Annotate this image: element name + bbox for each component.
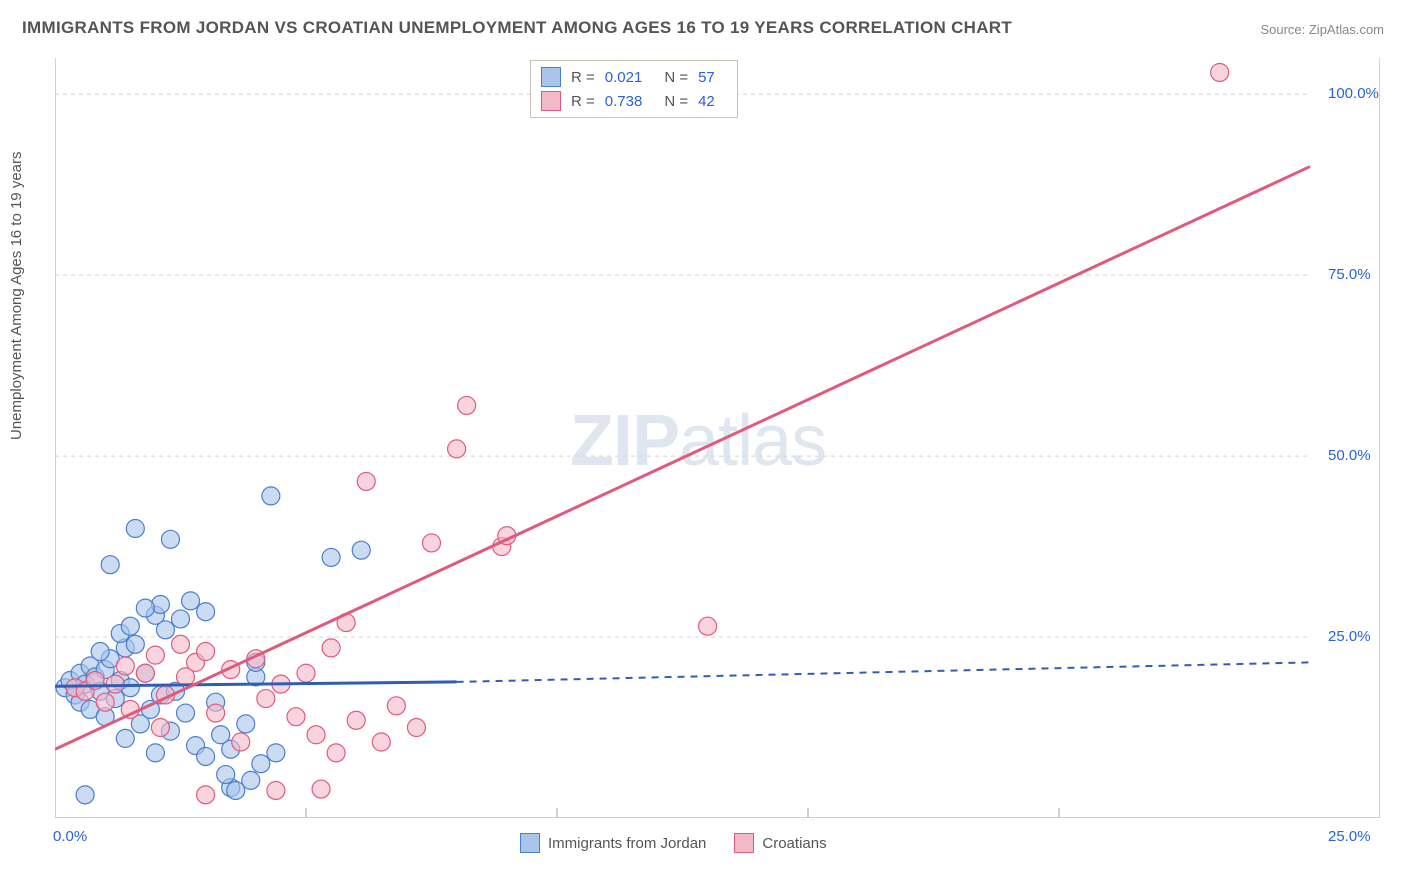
legend-series-name: Immigrants from Jordan [548,835,706,852]
legend-swatch [541,67,561,87]
r-value: 0.021 [605,69,643,86]
x-tick-label: 0.0% [53,828,87,845]
legend-series-name: Croatians [762,835,826,852]
legend-swatch [734,833,754,853]
n-label: N = [664,69,688,86]
n-value: 42 [698,93,715,110]
legend-stats-row: R = 0.738 N = 42 [541,89,727,113]
legend-stats-row: R = 0.021 N = 57 [541,65,727,89]
legend-item: Croatians [734,833,826,853]
y-axis-label: Unemployment Among Ages 16 to 19 years [8,151,25,440]
y-tick-label: 50.0% [1328,447,1371,464]
bottom-legend: Immigrants from Jordan Croatians [520,833,827,853]
legend-swatch [541,91,561,111]
chart-title: IMMIGRANTS FROM JORDAN VS CROATIAN UNEMP… [22,18,1012,38]
r-value: 0.738 [605,93,643,110]
r-label: R = [571,93,595,110]
legend-swatch [520,833,540,853]
scatter-chart [55,58,1380,818]
x-tick-label: 25.0% [1328,828,1371,845]
stats-legend: R = 0.021 N = 57 R = 0.738 N = 42 [530,60,738,118]
y-tick-label: 100.0% [1328,85,1379,102]
y-tick-label: 25.0% [1328,628,1371,645]
r-label: R = [571,69,595,86]
y-tick-label: 75.0% [1328,266,1371,283]
n-value: 57 [698,69,715,86]
legend-item: Immigrants from Jordan [520,833,706,853]
source-attribution: Source: ZipAtlas.com [1260,22,1384,37]
n-label: N = [664,93,688,110]
